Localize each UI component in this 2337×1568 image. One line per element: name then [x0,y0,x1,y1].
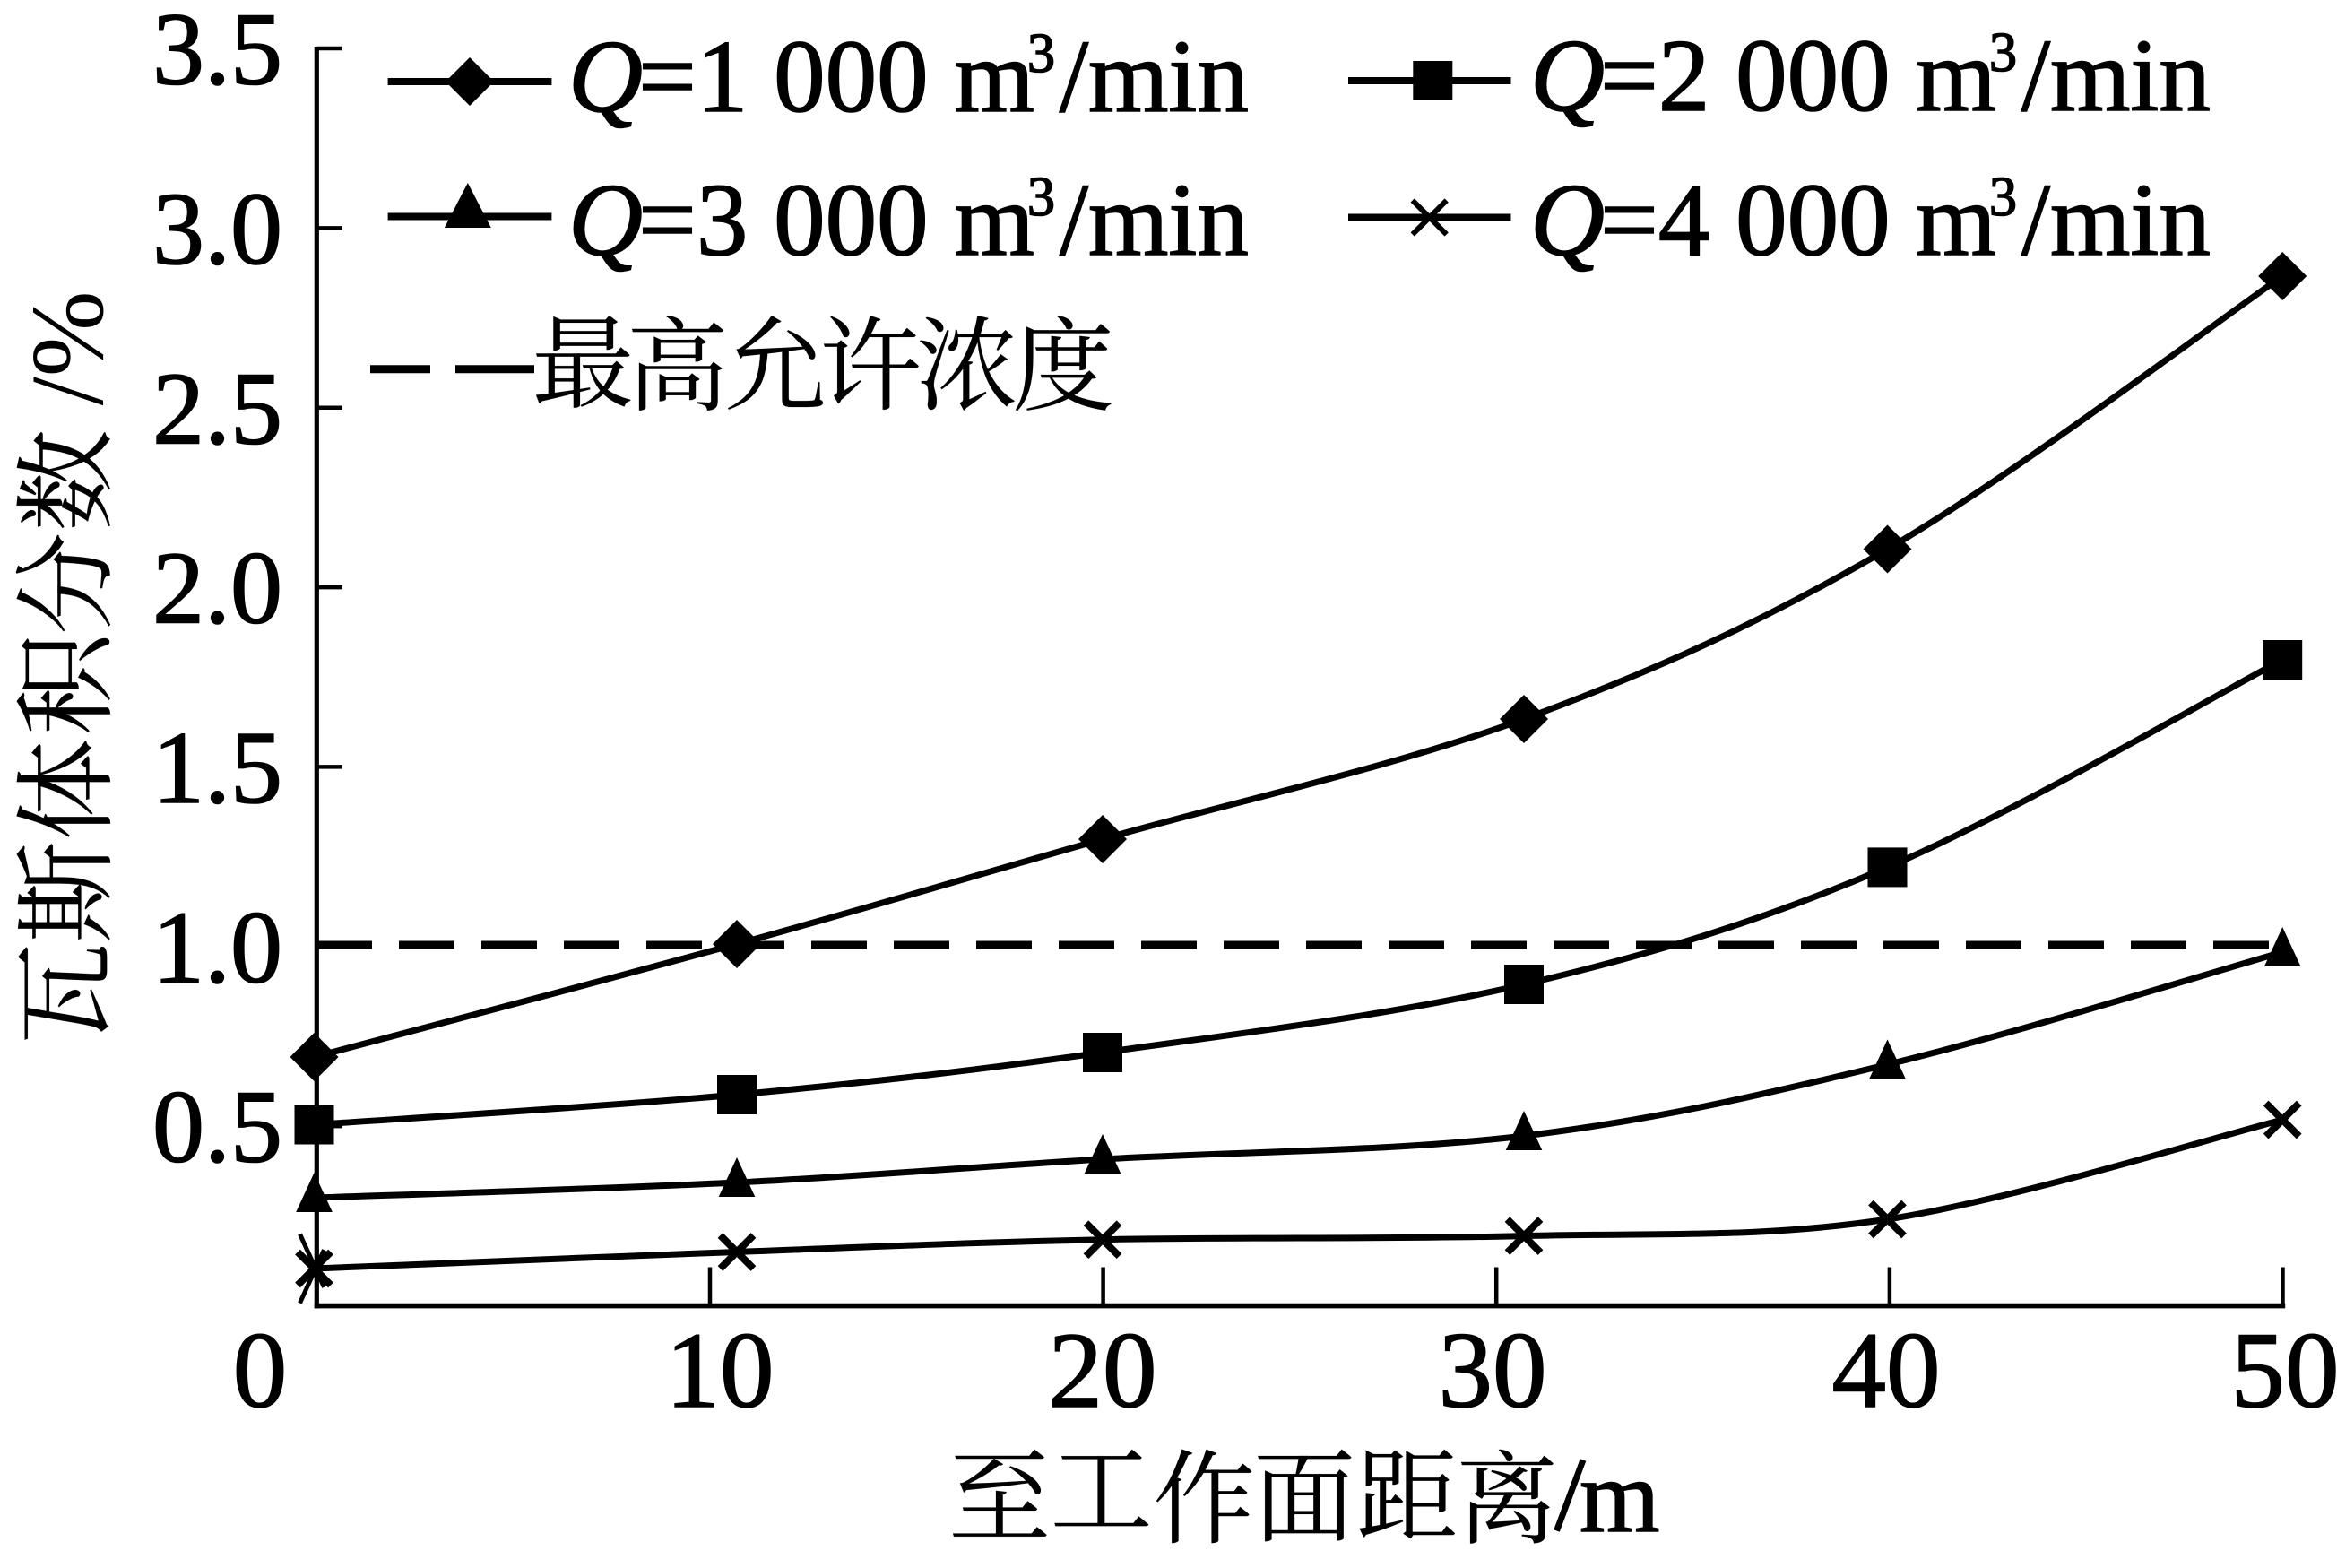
svg-text:/min: /min [1060,163,1249,277]
svg-text:3: 3 [1989,22,2017,83]
svg-text:3: 3 [1027,23,1055,84]
svg-text:m: m [1580,1440,1659,1554]
svg-text:3.5: 3.5 [152,0,282,108]
svg-text:/min: /min [1060,20,1249,134]
svg-text:/%: /% [11,291,125,432]
svg-text:0.5: 0.5 [152,1070,282,1185]
svg-text:=4 000 m: =4 000 m [1600,163,1996,277]
svg-text:20: 20 [1049,1311,1157,1431]
svg-text:1.0: 1.0 [152,890,282,1005]
svg-text:=3 000 m: =3 000 m [638,163,1034,277]
svg-text:Q: Q [1530,163,1605,277]
svg-text:3.0: 3.0 [152,172,282,287]
svg-text:=2 000 m: =2 000 m [1600,19,1996,133]
svg-text:Q: Q [568,20,643,134]
svg-text:2.0: 2.0 [152,532,282,646]
svg-text:3: 3 [1027,167,1055,228]
svg-text:Q: Q [1530,19,1605,133]
svg-text:=1 000 m: =1 000 m [638,20,1034,134]
svg-text:2.5: 2.5 [152,351,282,466]
svg-text:50: 50 [2231,1311,2337,1431]
svg-text:3: 3 [1989,167,2017,228]
svg-text:0: 0 [233,1311,288,1431]
svg-text:40: 40 [1832,1311,1941,1431]
svg-text:/min: /min [2021,19,2211,133]
svg-text:Q: Q [568,163,643,277]
svg-text:30: 30 [1439,1311,1547,1431]
svg-text:1.5: 1.5 [152,711,282,826]
svg-text:/min: /min [2021,163,2211,277]
svg-text:10: 10 [666,1311,775,1431]
